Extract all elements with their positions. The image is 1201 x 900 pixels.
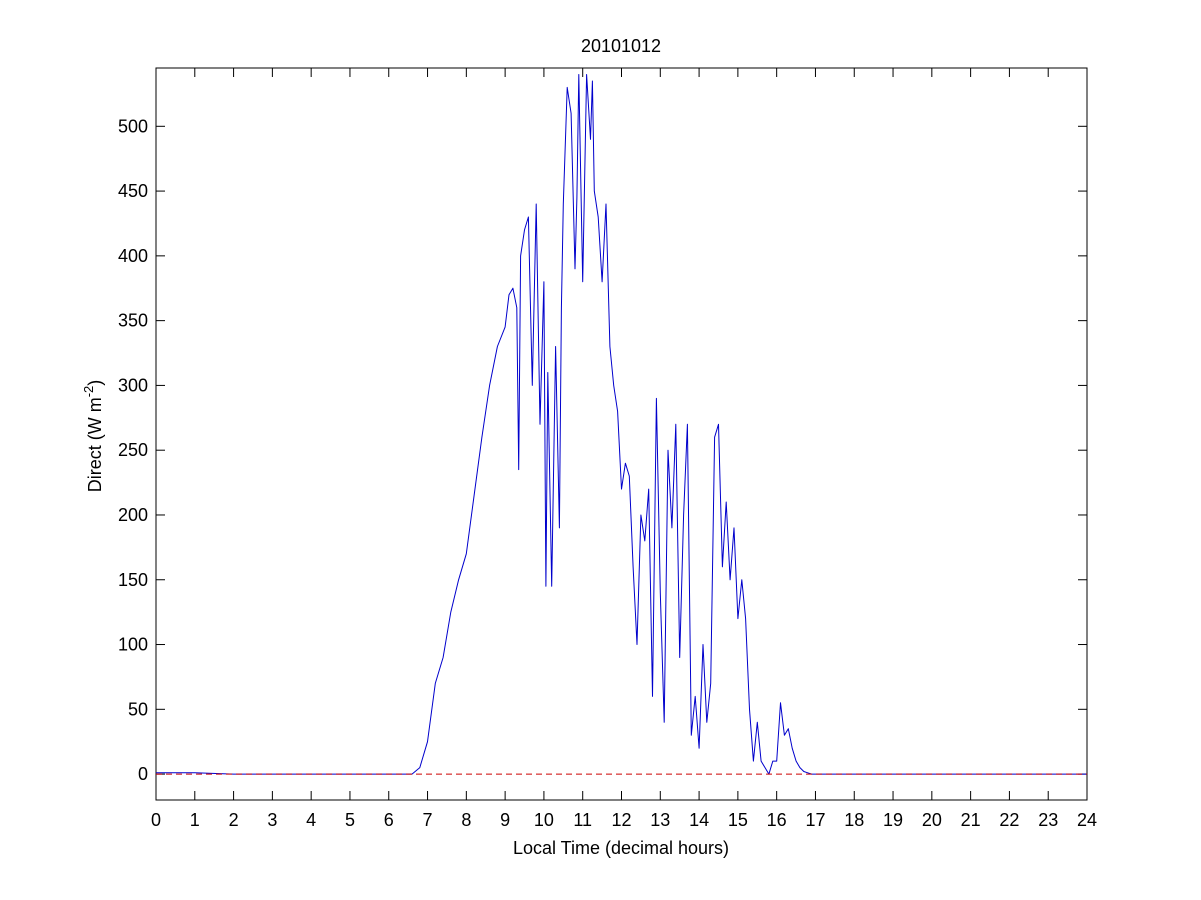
y-tick-label: 350 bbox=[118, 311, 148, 331]
y-axis-label-close: ) bbox=[85, 380, 105, 386]
y-tick-label: 250 bbox=[118, 440, 148, 460]
x-tick-label: 3 bbox=[267, 810, 277, 830]
x-tick-label: 16 bbox=[767, 810, 787, 830]
chart-title: 20101012 bbox=[581, 36, 661, 56]
x-tick-label: 23 bbox=[1038, 810, 1058, 830]
x-tick-label: 21 bbox=[961, 810, 981, 830]
x-tick-label: 5 bbox=[345, 810, 355, 830]
axes-box bbox=[155, 67, 1088, 801]
x-tick-label: 6 bbox=[384, 810, 394, 830]
x-tick-label: 1 bbox=[190, 810, 200, 830]
y-tick-label: 0 bbox=[138, 764, 148, 784]
y-tick-label: 300 bbox=[118, 375, 148, 395]
x-tick-label: 20 bbox=[922, 810, 942, 830]
x-tick-label: 19 bbox=[883, 810, 903, 830]
x-tick-label: 24 bbox=[1077, 810, 1097, 830]
y-axis-label-superscript: -2 bbox=[81, 386, 96, 398]
y-tick-label: 400 bbox=[118, 246, 148, 266]
x-tick-label: 14 bbox=[689, 810, 709, 830]
x-tick-label: 0 bbox=[151, 810, 161, 830]
direct-irradiance-line bbox=[156, 74, 1087, 775]
plot-area: 0 1 2 3 4 5 6 7 8 9 10 11 12 13 14 15 16 17 18 19 20 21 22 23 24… bbox=[118, 67, 1097, 830]
y-axis-label: Direct (W m-2) bbox=[81, 380, 105, 493]
x-tick-label: 17 bbox=[805, 810, 825, 830]
y-tick-label: 450 bbox=[118, 181, 148, 201]
x-tick-label: 2 bbox=[229, 810, 239, 830]
y-tick-label: 500 bbox=[118, 116, 148, 136]
x-axis-label: Local Time (decimal hours) bbox=[513, 838, 729, 858]
x-tick-label: 22 bbox=[999, 810, 1019, 830]
x-tick-label: 9 bbox=[500, 810, 510, 830]
x-tick-label: 15 bbox=[728, 810, 748, 830]
x-tick-label: 10 bbox=[534, 810, 554, 830]
y-tick-label: 100 bbox=[118, 635, 148, 655]
y-tick-label: 200 bbox=[118, 505, 148, 525]
y-axis-label-main: Direct (W m bbox=[85, 397, 105, 492]
x-tick-label: 18 bbox=[844, 810, 864, 830]
x-tick-label: 4 bbox=[306, 810, 316, 830]
x-tick-label: 13 bbox=[650, 810, 670, 830]
x-tick-label: 8 bbox=[461, 810, 471, 830]
x-tick-label: 7 bbox=[423, 810, 433, 830]
y-tick-label: 150 bbox=[118, 570, 148, 590]
y-tick-label: 50 bbox=[128, 699, 148, 719]
x-tick-label: 11 bbox=[573, 810, 592, 830]
x-tick-label: 12 bbox=[611, 810, 631, 830]
